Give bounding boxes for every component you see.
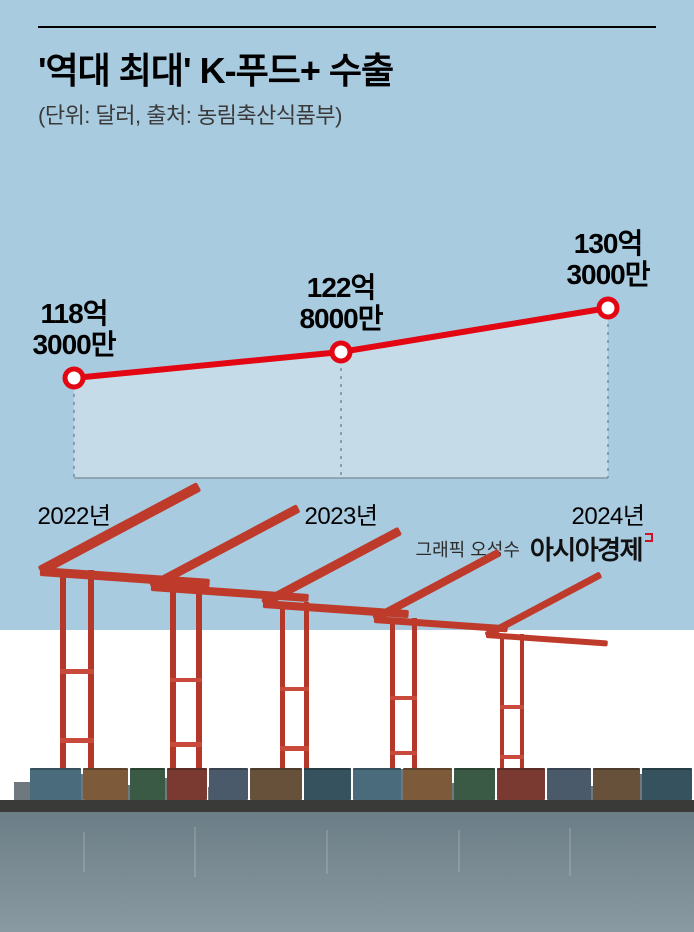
brand-name: 아시아경제: [530, 530, 642, 567]
chart-subtitle: (단위: 달러, 출처: 농림축산식품부): [38, 98, 656, 130]
value-label-2023: 122억 8000만: [276, 272, 406, 335]
container: [547, 768, 591, 800]
credit-row: 그래픽 오성수 아시아경제: [416, 530, 656, 567]
chart-area: '역대 최대' K-푸드+ 수출 (단위: 달러, 출처: 농림축산식품부) 1…: [38, 26, 656, 488]
container: [130, 768, 165, 800]
graphic-credit: 그래픽 오성수: [416, 536, 520, 562]
value-line1: 118억: [9, 298, 139, 329]
header-divider: [38, 26, 656, 28]
container: [209, 768, 248, 800]
brandmark-icon: [644, 533, 656, 545]
chart-title: '역대 최대' K-푸드+ 수출: [38, 42, 656, 94]
container: [454, 768, 495, 800]
crane: [60, 570, 172, 800]
value-line1: 122억: [276, 272, 406, 303]
container: [167, 768, 208, 800]
container: [403, 768, 452, 800]
value-label-2022: 118억 3000만: [9, 298, 139, 361]
container: [83, 768, 128, 800]
value-line2: 3000만: [9, 329, 139, 360]
container: [353, 768, 400, 800]
container: [593, 768, 640, 800]
container: [30, 768, 81, 800]
category-label-2024: 2024년: [553, 496, 663, 531]
container: [250, 768, 302, 800]
value-label-2024: 130억 3000만: [543, 228, 673, 291]
value-line2: 3000만: [543, 259, 673, 290]
water: [0, 812, 694, 932]
brand: 아시아경제: [530, 530, 656, 567]
category-label-2023: 2023년: [286, 496, 396, 531]
line-chart: 118억 3000만 122억 8000만 130억 3000만 2022년 2…: [38, 148, 644, 488]
value-line1: 130억: [543, 228, 673, 259]
value-line2: 8000만: [276, 303, 406, 334]
container: [642, 768, 692, 800]
container: [304, 768, 352, 800]
container: [497, 768, 545, 800]
